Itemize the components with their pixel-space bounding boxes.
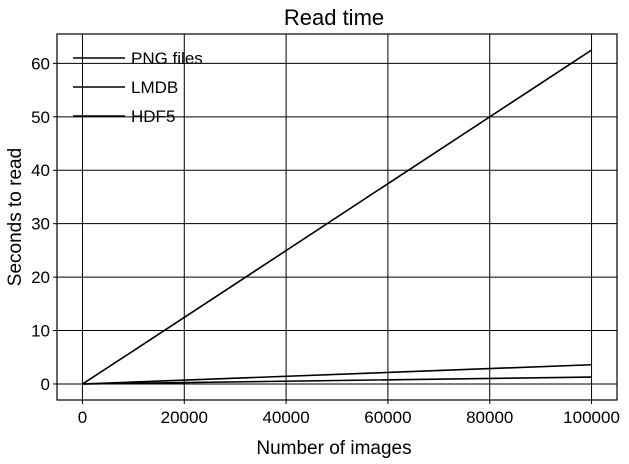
series-lines [82, 49, 592, 385]
axis-ticks: 0 20000 40000 60000 80000 100000 0 10 20 30 40 50 60 [31, 54, 620, 427]
y-tick-label: 40 [31, 161, 50, 180]
y-tick-label: 60 [31, 54, 50, 73]
series-line-2 [82, 376, 592, 385]
y-tick-label: 10 [31, 322, 50, 341]
x-tick-label: 0 [78, 408, 87, 427]
y-tick-label: 50 [31, 108, 50, 127]
y-tick-label: 30 [31, 215, 50, 234]
y-tick-label: 0 [41, 375, 50, 394]
x-axis-label: Number of images [256, 438, 411, 459]
legend-label: LMDB [131, 78, 178, 97]
series-line-0 [82, 49, 592, 385]
x-tick-label: 80000 [466, 408, 513, 427]
y-axis-label: Seconds to read [5, 148, 26, 286]
x-tick-label: 20000 [161, 408, 208, 427]
x-tick-label: 60000 [364, 408, 411, 427]
x-tick-label: 100000 [563, 408, 620, 427]
chart-title: Read time [284, 5, 384, 30]
plot-frame [56, 33, 618, 401]
legend-label: PNG files [131, 49, 203, 68]
y-tick-label: 20 [31, 268, 50, 287]
legend-label: HDF5 [131, 107, 175, 126]
grid [57, 34, 617, 400]
x-tick-label: 40000 [262, 408, 309, 427]
legend: PNG files LMDB HDF5 [73, 49, 203, 126]
